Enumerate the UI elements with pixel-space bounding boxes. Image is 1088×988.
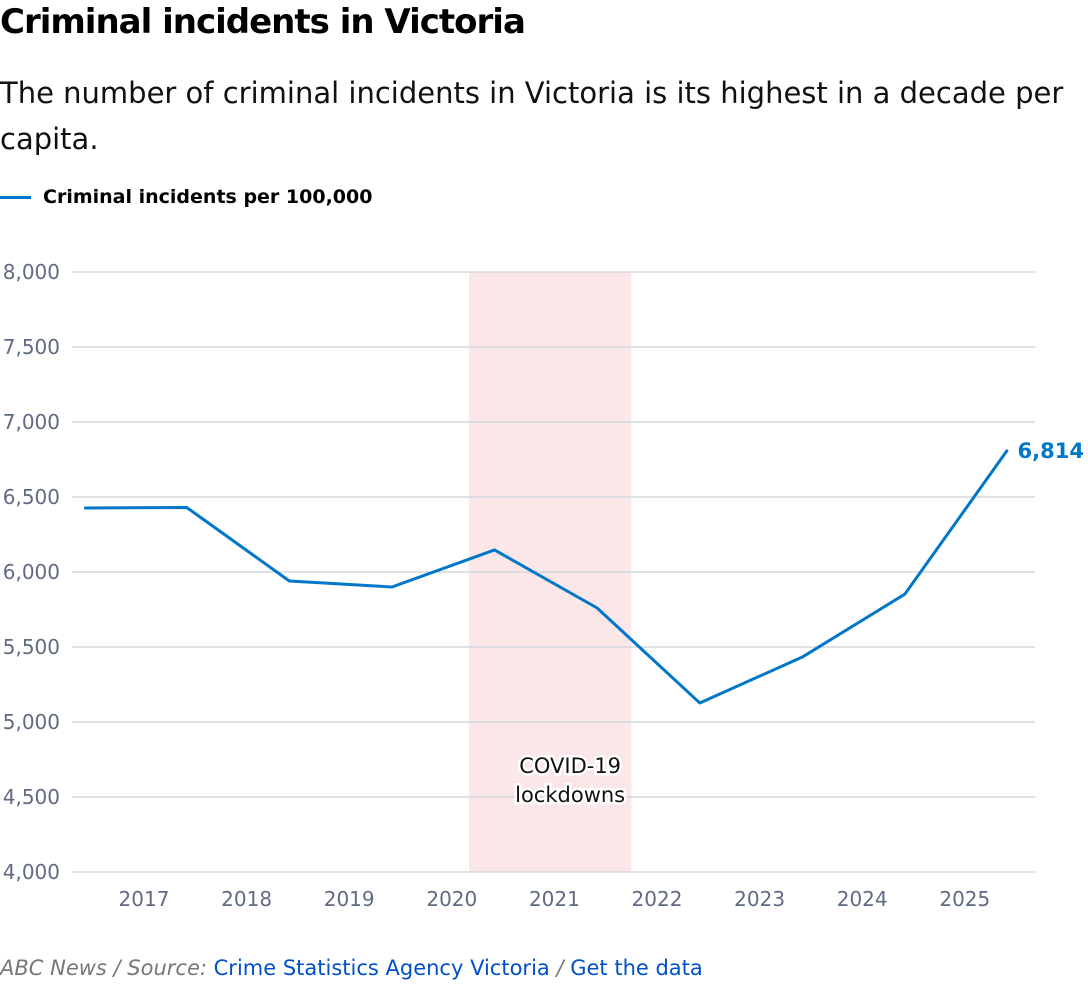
x-tick-label: 2024 — [837, 887, 888, 911]
legend-swatch — [0, 195, 31, 199]
y-tick-label: 4,000 — [3, 860, 60, 884]
source-link[interactable]: Crime Statistics Agency Victoria — [213, 956, 550, 980]
x-tick-label: 2019 — [324, 887, 375, 911]
x-tick-label: 2025 — [939, 887, 990, 911]
x-tick-label: 2017 — [119, 887, 170, 911]
chart-title: Criminal incidents in Victoria — [0, 2, 526, 42]
get-data-link[interactable]: Get the data — [570, 956, 703, 980]
x-tick-label: 2018 — [221, 887, 272, 911]
y-tick-label: 6,000 — [3, 560, 60, 584]
legend: Criminal incidents per 100,000 — [0, 186, 372, 208]
x-tick-label: 2022 — [632, 887, 683, 911]
separator: / — [556, 956, 564, 980]
end-value-label: 6,814 — [1018, 439, 1084, 463]
y-tick-label: 5,500 — [3, 635, 60, 659]
legend-label: Criminal incidents per 100,000 — [43, 186, 373, 208]
credit-text: ABC News / Source: — [0, 956, 207, 980]
covid-annotation-label: COVID-19 — [519, 754, 621, 778]
x-tick-label: 2020 — [426, 887, 477, 911]
y-tick-label: 7,500 — [3, 335, 60, 359]
series-line — [84, 449, 1009, 705]
x-tick-label: 2023 — [734, 887, 785, 911]
y-tick-label: 6,500 — [3, 485, 60, 509]
footer: ABC News / Source: Crime Statistics Agen… — [0, 956, 703, 980]
covid-annotation-label: lockdowns — [515, 783, 625, 807]
chart-subtitle: The number of criminal incidents in Vict… — [0, 76, 1064, 156]
y-tick-label: 5,000 — [3, 710, 60, 734]
y-tick-label: 4,500 — [3, 785, 60, 809]
y-tick-label: 8,000 — [3, 260, 60, 284]
x-tick-label: 2021 — [529, 887, 580, 911]
y-tick-label: 7,000 — [3, 410, 60, 434]
